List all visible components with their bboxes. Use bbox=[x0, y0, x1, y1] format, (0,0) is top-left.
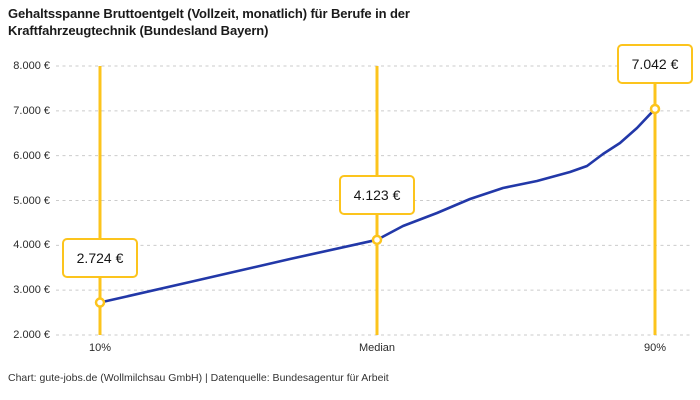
value-label: 7.042 € bbox=[631, 55, 679, 72]
value-label-box-median: 4.123 € bbox=[339, 174, 415, 215]
chart-title: Gehaltsspanne Bruttoentgelt (Vollzeit, m… bbox=[8, 6, 410, 38]
x-axis-tick-label: 90% bbox=[643, 342, 667, 354]
y-axis-tick-label: 8.000 € bbox=[13, 60, 50, 72]
data-point-marker bbox=[371, 234, 383, 246]
y-axis-tick-label: 6.000 € bbox=[13, 149, 50, 162]
x-axis-tick-label: 10% bbox=[88, 342, 112, 354]
value-label-box-90th-percentile: 7.042 € bbox=[617, 43, 693, 84]
data-point-marker bbox=[649, 103, 661, 115]
y-axis-tick-label: 3.000 € bbox=[13, 284, 50, 297]
value-label: 2.724 € bbox=[76, 249, 124, 266]
chart-footer-attribution: Chart: gute-jobs.de (Wollmilchsau GmbH) … bbox=[8, 372, 389, 384]
y-axis-tick-label: 5.000 € bbox=[13, 194, 50, 207]
data-point-marker bbox=[94, 297, 106, 308]
x-axis-tick-label: Median bbox=[358, 342, 396, 354]
value-label: 4.123 € bbox=[353, 186, 401, 203]
salary-curve bbox=[98, 107, 657, 304]
value-label-box-10th-percentile: 2.724 € bbox=[62, 237, 138, 278]
y-axis-tick-label: 2.000 € bbox=[13, 329, 50, 341]
y-axis-tick-label: 7.000 € bbox=[13, 104, 50, 117]
y-axis-tick-label: 4.000 € bbox=[13, 239, 50, 252]
